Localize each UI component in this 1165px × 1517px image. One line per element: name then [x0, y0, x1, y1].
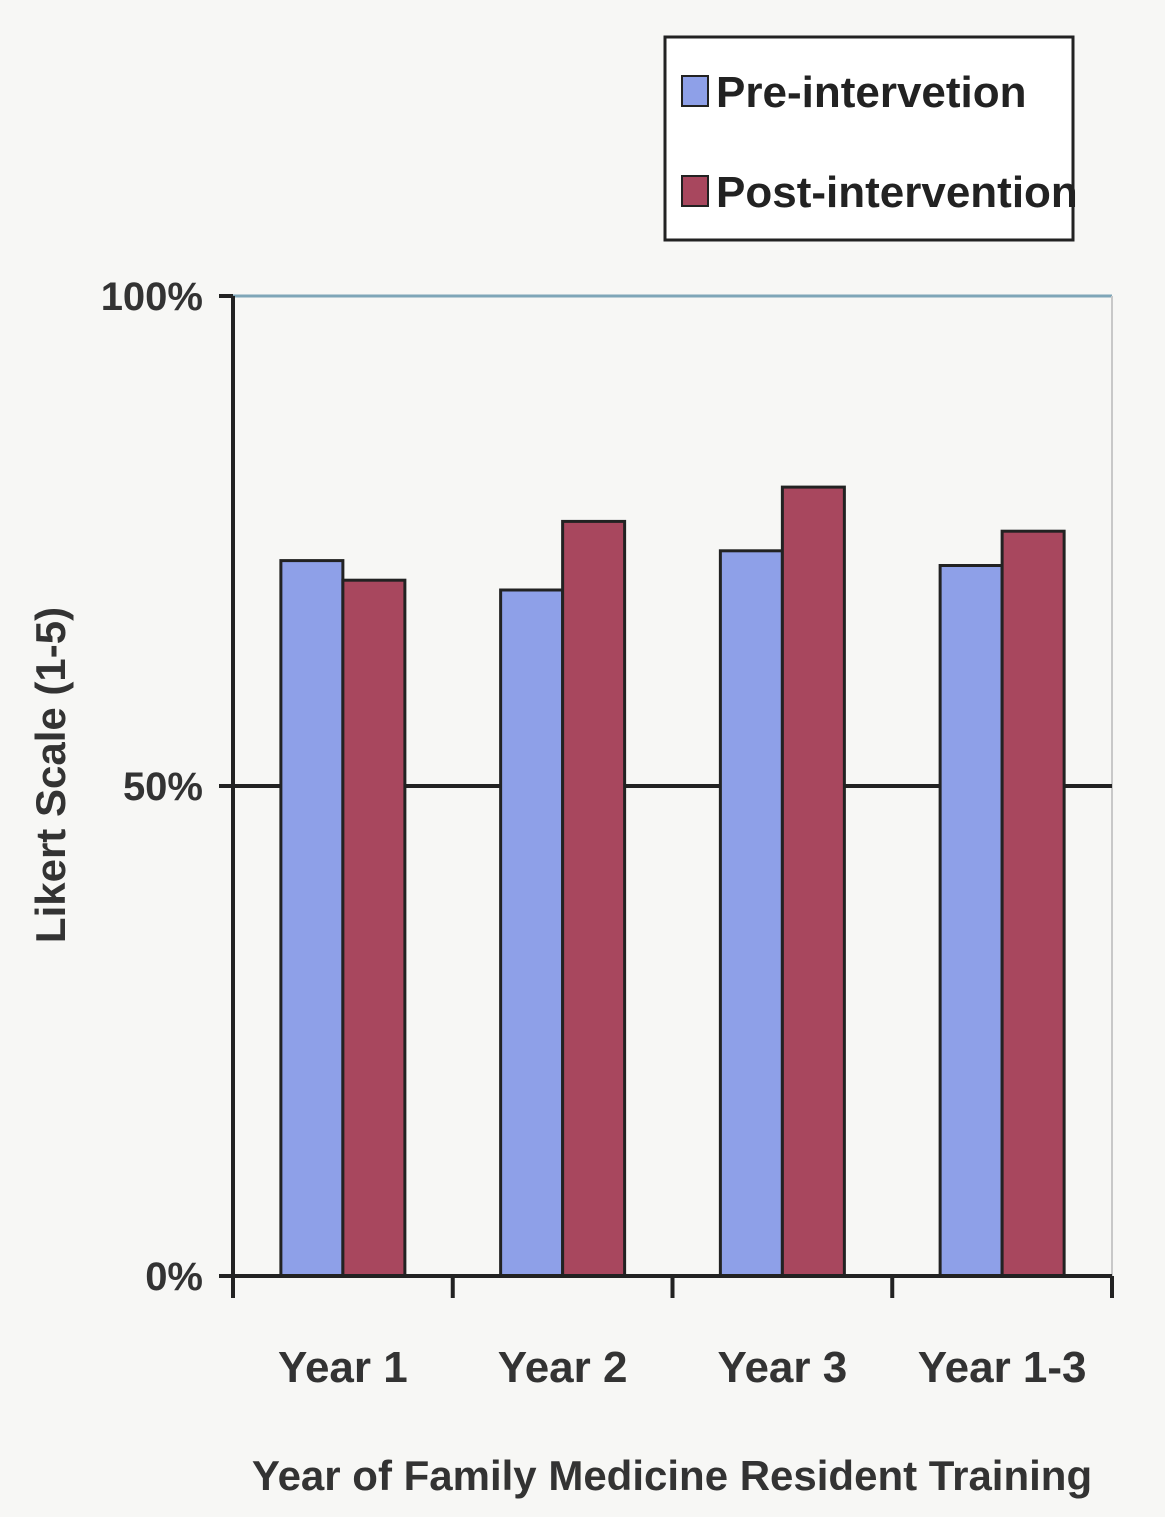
legend-swatch-post: [681, 175, 709, 207]
y-tick-label: 50%: [123, 765, 203, 809]
legend-box: [663, 35, 1075, 242]
legend-label-post: Post-intervention: [716, 168, 1078, 217]
y-tick-label: 0%: [145, 1255, 203, 1299]
bar-post-3: [780, 485, 846, 1278]
bars: [279, 485, 1066, 1278]
legend: Pre-intervetion Post-intervention: [663, 35, 1078, 242]
y-tick-label: 100%: [101, 275, 203, 319]
legend-swatch-pre: [681, 75, 709, 107]
ticks: 0% 50% 100% Year 1 Year 2 Year 3 Year 1-3: [101, 275, 1114, 1392]
x-axis-title: Year of Family Medicine Resident Trainin…: [252, 1452, 1092, 1499]
bar-post-1: [341, 578, 407, 1278]
bar-pre-1: [279, 559, 345, 1278]
x-tick-label: Year 3: [718, 1343, 848, 1392]
legend-label-pre: Pre-intervetion: [716, 68, 1027, 117]
bar-post-2: [561, 519, 627, 1278]
bar-pre-4: [938, 564, 1004, 1278]
bar-post-4: [1000, 529, 1066, 1278]
bar-pre-3: [718, 549, 784, 1278]
bar-pre-2: [499, 588, 565, 1278]
y-axis-title: Likert Scale (1-5): [27, 607, 74, 943]
x-tick-label: Year 1-3: [918, 1343, 1087, 1392]
x-tick-label: Year 1: [278, 1343, 408, 1392]
x-tick-label: Year 2: [498, 1343, 628, 1392]
